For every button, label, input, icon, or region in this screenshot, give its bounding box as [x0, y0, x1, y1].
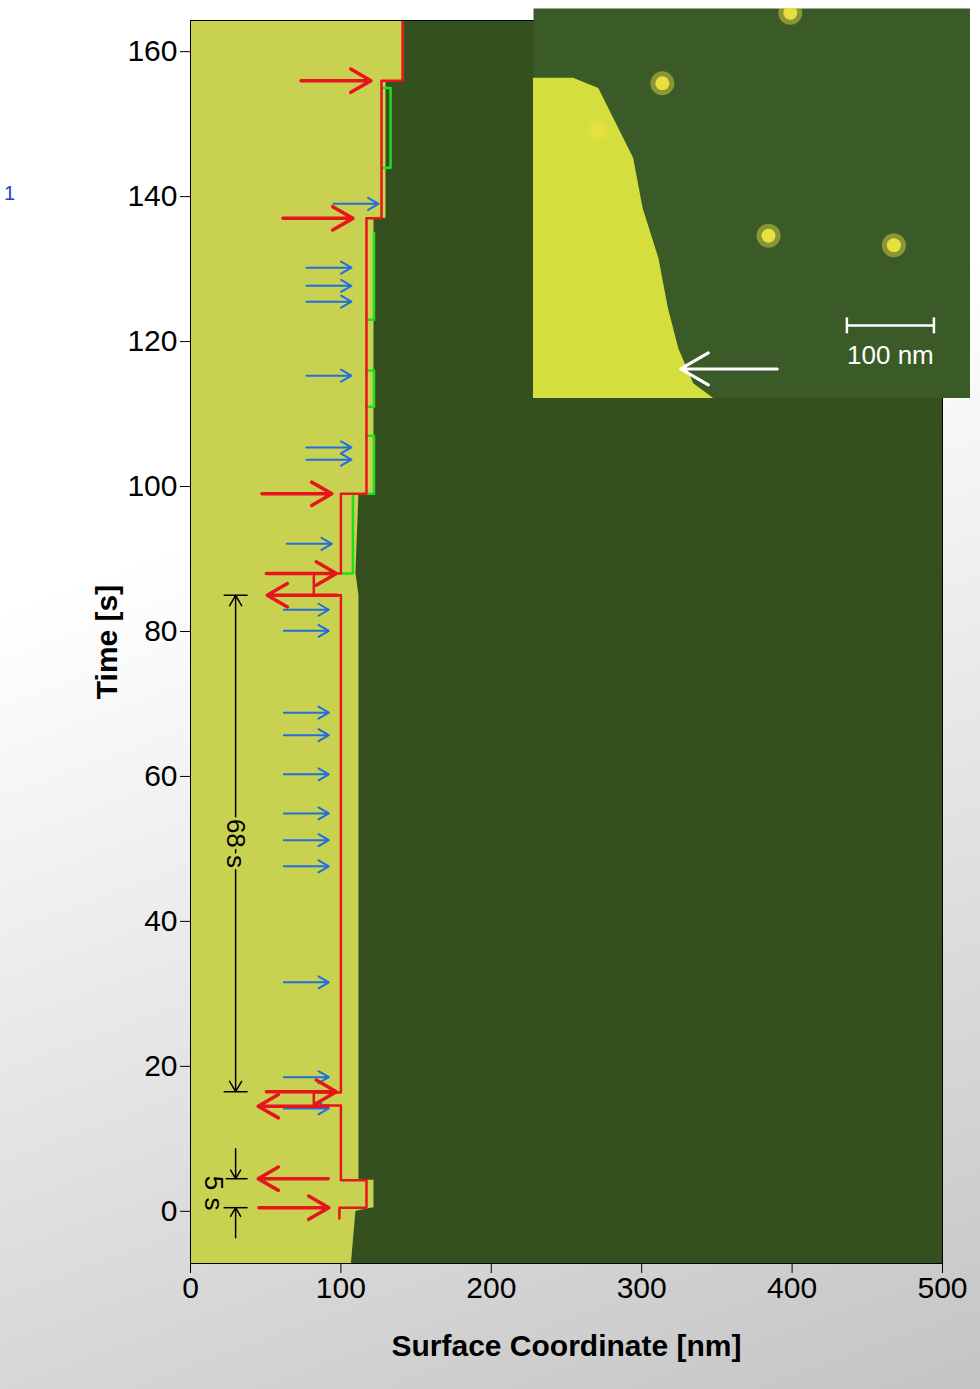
- svg-text:200: 200: [466, 1271, 516, 1304]
- svg-text:5 s: 5 s: [199, 1176, 229, 1211]
- svg-text:100: 100: [316, 1271, 366, 1304]
- svg-text:100: 100: [127, 469, 177, 502]
- svg-text:Surface Coordinate [nm]: Surface Coordinate [nm]: [391, 1329, 741, 1362]
- svg-text:0: 0: [182, 1271, 199, 1304]
- svg-text:160: 160: [127, 34, 177, 67]
- svg-text:60: 60: [144, 759, 177, 792]
- svg-text:20: 20: [144, 1049, 177, 1082]
- svg-text:120: 120: [127, 324, 177, 357]
- svg-text:140: 140: [127, 179, 177, 212]
- svg-text:300: 300: [617, 1271, 667, 1304]
- svg-text:0: 0: [161, 1194, 178, 1227]
- svg-text:40: 40: [144, 904, 177, 937]
- svg-text:80: 80: [144, 614, 177, 647]
- svg-text:Time [s]: Time [s]: [90, 585, 123, 699]
- svg-text:100 nm: 100 nm: [847, 340, 934, 370]
- html-text:1: 1: [4, 182, 16, 204]
- svg-text:68 s: 68 s: [221, 819, 251, 868]
- svg-text:500: 500: [917, 1271, 967, 1304]
- svg-text:400: 400: [767, 1271, 817, 1304]
